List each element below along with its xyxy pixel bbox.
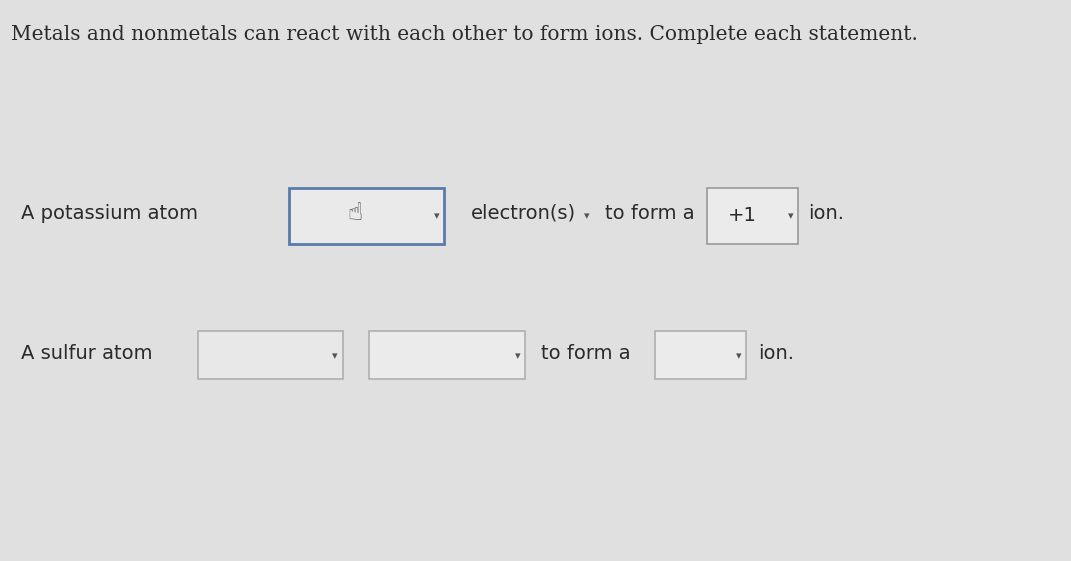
Text: to form a: to form a xyxy=(605,204,695,223)
Text: ☝: ☝ xyxy=(347,201,362,225)
Text: A potassium atom: A potassium atom xyxy=(21,204,198,223)
Bar xyxy=(655,331,746,379)
Text: ion.: ion. xyxy=(758,344,795,363)
Text: ▾: ▾ xyxy=(584,211,590,221)
Bar xyxy=(369,331,525,379)
Text: ion.: ion. xyxy=(809,204,845,223)
Bar xyxy=(198,331,343,379)
Text: ▾: ▾ xyxy=(434,211,440,221)
Text: A sulfur atom: A sulfur atom xyxy=(21,344,153,363)
Text: ▾: ▾ xyxy=(787,211,794,221)
Text: ▾: ▾ xyxy=(332,351,338,361)
Bar xyxy=(289,188,444,244)
Text: ▾: ▾ xyxy=(514,351,521,361)
Text: electron(s): electron(s) xyxy=(471,204,576,223)
Text: ▾: ▾ xyxy=(736,351,742,361)
Text: +1: +1 xyxy=(728,206,757,226)
Text: to form a: to form a xyxy=(541,344,631,363)
Bar xyxy=(707,188,798,244)
Text: Metals and nonmetals can react with each other to form ions. Complete each state: Metals and nonmetals can react with each… xyxy=(11,25,918,44)
